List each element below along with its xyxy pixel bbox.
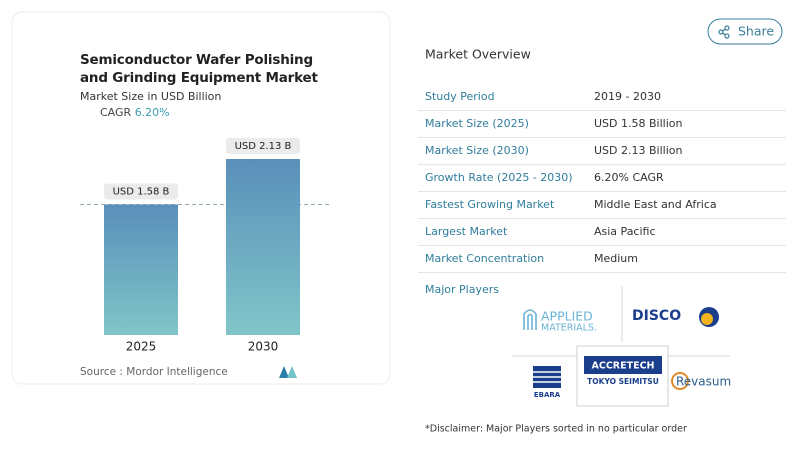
- row-value: Asia Pacific: [594, 225, 656, 238]
- value-label-bg: [104, 183, 178, 200]
- svg-text:Revasum: Revasum: [676, 375, 731, 389]
- row-label: Market Size (2030): [425, 144, 529, 157]
- disclaimer: *Disclaimer: Major Players sorted in no …: [425, 424, 687, 435]
- row-label: Growth Rate (2025 - 2030): [425, 171, 573, 184]
- row-label: Market Size (2025): [425, 117, 529, 130]
- row-value: 2019 - 2030: [594, 90, 661, 103]
- source: Source : Mordor Intelligence: [80, 366, 228, 378]
- bar: [226, 159, 300, 335]
- accretech-logo: ACCRETECH TOKYO SEIMITSU: [584, 356, 662, 386]
- chart-title: Semiconductor Wafer Polishing and Grindi…: [80, 52, 318, 86]
- disco-logo: DISCO: [632, 307, 719, 327]
- bar: [104, 204, 178, 335]
- revasum-logo: Revasum: [671, 372, 731, 390]
- players-title: Major Players: [425, 283, 499, 296]
- row-label: Largest Market: [425, 225, 508, 238]
- row-label: Fastest Growing Market: [425, 198, 555, 211]
- svg-text:ACCRETECH: ACCRETECH: [592, 361, 655, 372]
- row-value: Medium: [594, 252, 638, 265]
- value-label-bg: [226, 138, 300, 154]
- ebara-logo: EBARA: [533, 366, 561, 399]
- source-logo: [279, 366, 297, 378]
- svg-text:TOKYO SEIMITSU: TOKYO SEIMITSU: [587, 377, 659, 386]
- applied-logo: APPLIED MATERIALS.: [523, 309, 597, 334]
- svg-text:EBARA: EBARA: [534, 391, 561, 399]
- row-label: Study Period: [425, 90, 495, 103]
- x-tick-label: 2025: [126, 340, 157, 354]
- row-value: 6.20% CAGR: [594, 171, 664, 184]
- chart-subtitle: Market Size in USD Billion: [80, 90, 221, 103]
- row-value: USD 2.13 Billion: [594, 144, 682, 157]
- value-label: USD 1.58 B: [113, 186, 170, 197]
- row-value: Middle East and Africa: [594, 198, 717, 211]
- row-label: Market Concentration: [425, 252, 544, 265]
- svg-text:DISCO: DISCO: [632, 308, 681, 324]
- value-label: USD 2.13 B: [235, 141, 292, 152]
- x-tick-label: 2030: [248, 340, 279, 354]
- chart: USD 1.58 B 2025 USD 2.13 B 2030: [80, 138, 330, 354]
- share-icon: [718, 25, 730, 39]
- cagr-label: CAGR 6.20%: [100, 106, 170, 119]
- svg-text:MATERIALS.: MATERIALS.: [541, 323, 597, 334]
- row-value: USD 1.58 Billion: [594, 117, 682, 130]
- share-label[interactable]: Share: [738, 24, 774, 39]
- overview-table: Study Period 2019 - 2030 Market Size (2025…: [418, 90, 786, 273]
- overview-title: Market Overview: [425, 47, 531, 62]
- svg-text:APPLIED: APPLIED: [541, 309, 593, 324]
